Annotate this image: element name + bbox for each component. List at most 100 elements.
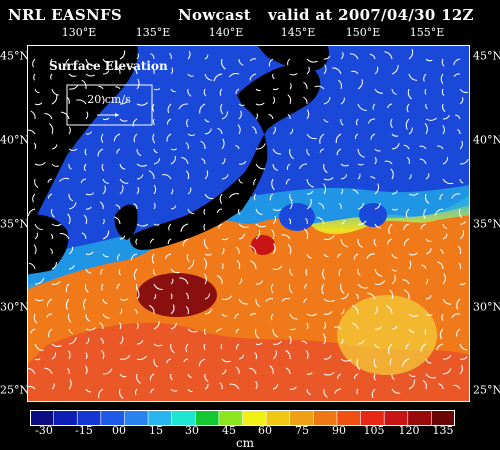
current-vector <box>46 298 53 307</box>
current-vector <box>134 388 138 396</box>
current-vector <box>408 174 412 180</box>
current-vector <box>187 373 192 378</box>
current-vector <box>68 379 72 390</box>
current-vector <box>85 268 92 274</box>
current-vector <box>306 253 312 259</box>
current-vector <box>335 133 342 144</box>
colorbar-cell <box>171 410 196 426</box>
current-vector <box>221 295 233 300</box>
current-vector <box>178 103 189 110</box>
current-vector <box>221 158 226 165</box>
current-vector <box>442 103 446 113</box>
current-vector <box>34 277 45 285</box>
current-vector <box>459 221 466 225</box>
current-vector <box>204 170 209 180</box>
current-vector <box>119 118 128 122</box>
current-vector <box>340 220 346 225</box>
current-vector <box>102 298 108 305</box>
colorbar-label-0: -30 <box>35 424 53 437</box>
lon-label-135: 135°E <box>135 26 171 39</box>
current-vector <box>391 253 398 259</box>
current-vector <box>150 66 155 75</box>
current-vector <box>255 223 266 228</box>
current-vector <box>238 58 244 66</box>
current-vector <box>289 128 294 135</box>
current-vector <box>217 127 223 135</box>
colorbar-cell <box>195 410 220 426</box>
current-vector <box>84 283 89 293</box>
current-vector <box>408 373 416 377</box>
current-vector <box>285 350 291 360</box>
current-vector <box>34 88 40 94</box>
current-vector <box>102 313 110 319</box>
current-vector <box>374 306 378 315</box>
current-vector <box>153 148 158 154</box>
current-vector <box>102 117 110 121</box>
current-vector <box>34 223 43 231</box>
current-vector <box>304 283 308 289</box>
current-vector <box>391 325 398 330</box>
lat-label-40-right: 40°N <box>473 133 500 147</box>
current-vector <box>374 157 377 165</box>
current-vector <box>438 383 444 390</box>
current-vector <box>272 265 283 270</box>
current-vector <box>98 85 104 90</box>
current-vector <box>253 193 257 201</box>
current-vector <box>357 202 364 210</box>
current-vector <box>272 163 278 171</box>
current-vector <box>153 293 157 300</box>
colorbar-label-8: 90 <box>332 424 346 437</box>
current-vector <box>135 238 138 245</box>
current-vector <box>51 144 58 150</box>
current-vector <box>372 103 376 110</box>
current-vector <box>235 145 240 150</box>
current-vector <box>119 322 122 330</box>
lat-label-30-right: 30°N <box>473 300 500 314</box>
current-vector <box>306 190 314 195</box>
current-vector <box>374 183 379 195</box>
current-vector <box>151 253 155 264</box>
current-vector <box>130 66 138 75</box>
current-vector <box>221 174 229 180</box>
current-vector <box>459 178 464 184</box>
current-vector <box>136 163 148 167</box>
current-vector <box>289 268 294 276</box>
current-vector <box>85 388 91 393</box>
current-vector <box>455 114 461 120</box>
current-vector <box>453 73 461 78</box>
current-vector <box>253 178 257 186</box>
current-vector <box>51 223 62 227</box>
current-vector <box>34 161 46 166</box>
current-vector <box>316 216 325 225</box>
current-vector <box>323 96 331 105</box>
current-vector <box>238 223 249 228</box>
current-vector <box>221 58 226 70</box>
current-vector <box>119 99 129 105</box>
current-vector <box>136 373 141 384</box>
current-vector <box>265 298 274 302</box>
current-vector <box>323 183 327 195</box>
current-vector <box>405 343 410 349</box>
current-vector <box>85 192 95 196</box>
current-vector <box>170 205 177 210</box>
current-vector <box>102 185 106 195</box>
current-vector <box>249 58 257 62</box>
current-vector <box>249 260 257 270</box>
lat-label-45-left: 45°N <box>0 49 30 63</box>
colorbar-cell <box>242 410 267 426</box>
current-vector <box>408 328 415 333</box>
current-vector <box>255 208 263 215</box>
current-vector <box>459 158 469 165</box>
current-vector <box>407 88 412 100</box>
cold-eddy-1 <box>279 203 315 231</box>
current-vector <box>337 253 342 258</box>
current-vector <box>336 148 342 156</box>
current-vector <box>33 142 37 150</box>
current-vector <box>271 178 275 191</box>
current-vector <box>356 358 361 371</box>
current-vector <box>170 278 174 285</box>
current-vector <box>357 268 361 276</box>
current-vector <box>285 367 291 375</box>
current-vector <box>255 143 266 150</box>
current-vector <box>323 298 335 302</box>
